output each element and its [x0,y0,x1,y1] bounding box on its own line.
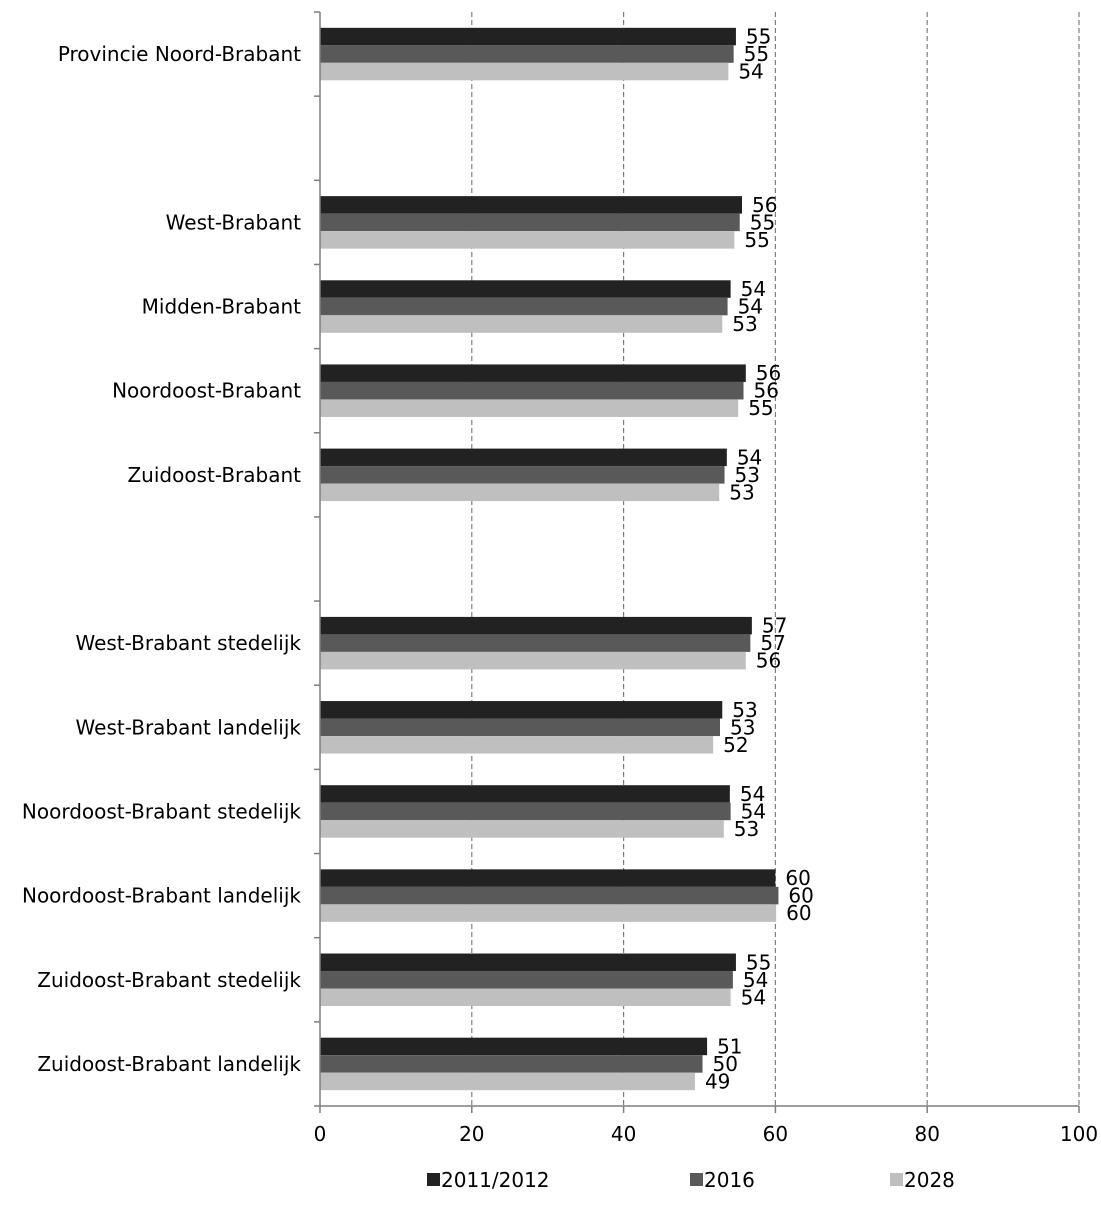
data-label: 49 [705,1069,730,1093]
category-label: West-Brabant [166,210,302,234]
bar [320,820,724,838]
data-label: 54 [737,445,762,469]
data-label: 53 [729,480,754,504]
bar [320,1037,708,1056]
data-label: 55 [748,396,773,420]
bar [320,27,736,46]
category-labels: Provincie Noord-Brabant West-Brabant Midde… [22,42,302,1076]
bar [320,1055,703,1073]
category-label: Provincie Noord-Brabant [58,42,301,66]
data-label: 60 [785,866,810,890]
bar [320,1072,695,1091]
x-tick-label: 40 [611,1122,636,1146]
data-label: 54 [741,799,766,823]
bar [320,231,735,249]
bar [320,785,730,803]
bar [320,213,740,232]
category-label: Noordoost-Brabant [112,379,301,403]
legend-label: 2016 [704,1168,755,1192]
bar [320,196,743,214]
x-tick-labels: 0 20 40 60 80 100 [314,1122,1098,1146]
category-label: Zuidoost-Brabant stedelijk [37,968,301,992]
x-tick-label: 60 [763,1122,788,1146]
bar [320,466,725,484]
data-label: 55 [750,210,775,234]
data-label: 55 [746,25,771,49]
data-label: 56 [752,193,777,217]
data-label: 54 [738,60,763,84]
bar [320,399,739,417]
legend-label: 2011/2012 [441,1168,550,1192]
bar [320,381,744,400]
bar [320,736,714,754]
data-label: 54 [741,985,766,1009]
data-label: 54 [741,277,766,301]
x-tick-label: 0 [314,1122,327,1146]
data-label: 55 [744,42,769,66]
data-label: 54 [743,968,768,992]
data-label: 53 [730,715,755,739]
bars [320,27,779,1091]
bar [320,953,736,972]
category-label: West-Brabant stedelijk [75,631,301,655]
data-label: 53 [735,463,760,487]
data-label: 55 [746,950,771,974]
data-label: 55 [744,228,769,252]
bar [320,297,728,316]
category-label: Zuidoost-Brabant [127,463,301,487]
data-label: 50 [713,1052,738,1076]
x-tick-label: 20 [459,1122,484,1146]
category-label: Midden-Brabant [142,295,302,319]
bar [320,62,729,81]
legend-swatch [890,1173,903,1186]
legend: 2011/2012 2016 2028 [427,1168,955,1192]
data-label: 52 [723,733,748,757]
value-labels: 5555545655555454535656555453535757565353… [705,25,814,1094]
bar [320,280,731,298]
data-label: 53 [732,312,757,336]
bar [320,483,720,502]
category-label: Zuidoost-Brabant landelijk [37,1052,301,1076]
bar [320,45,734,63]
bar [320,364,746,382]
data-label: 57 [760,631,785,655]
bar [320,651,746,670]
x-tick-label: 80 [914,1122,939,1146]
data-label: 57 [762,614,787,638]
data-label: 51 [717,1034,742,1058]
bar [320,718,720,737]
bar [320,971,733,989]
bar [320,315,723,333]
data-label: 60 [788,884,813,908]
bar [320,616,752,635]
data-label: 53 [732,698,757,722]
legend-swatch [427,1173,440,1186]
data-label: 54 [738,295,763,319]
data-label: 53 [734,817,759,841]
legend-swatch [690,1173,703,1186]
data-label: 60 [786,901,811,925]
axes [314,11,1080,1113]
x-tick-label: 100 [1060,1122,1098,1146]
data-label: 56 [756,361,781,385]
bar [320,448,727,467]
bar [320,886,779,905]
data-label: 56 [754,379,779,403]
bar [320,869,776,887]
data-label: 54 [740,782,765,806]
bar [320,988,731,1007]
category-label: Noordoost-Brabant stedelijk [22,799,302,823]
category-label: Noordoost-Brabant landelijk [22,884,301,908]
bar [320,802,731,821]
data-label: 56 [756,649,781,673]
category-label: West-Brabant landelijk [76,715,302,739]
bar [320,904,777,922]
gridlines [471,12,1080,1106]
bar [320,701,723,719]
bar [320,634,751,652]
legend-label: 2028 [904,1168,955,1192]
